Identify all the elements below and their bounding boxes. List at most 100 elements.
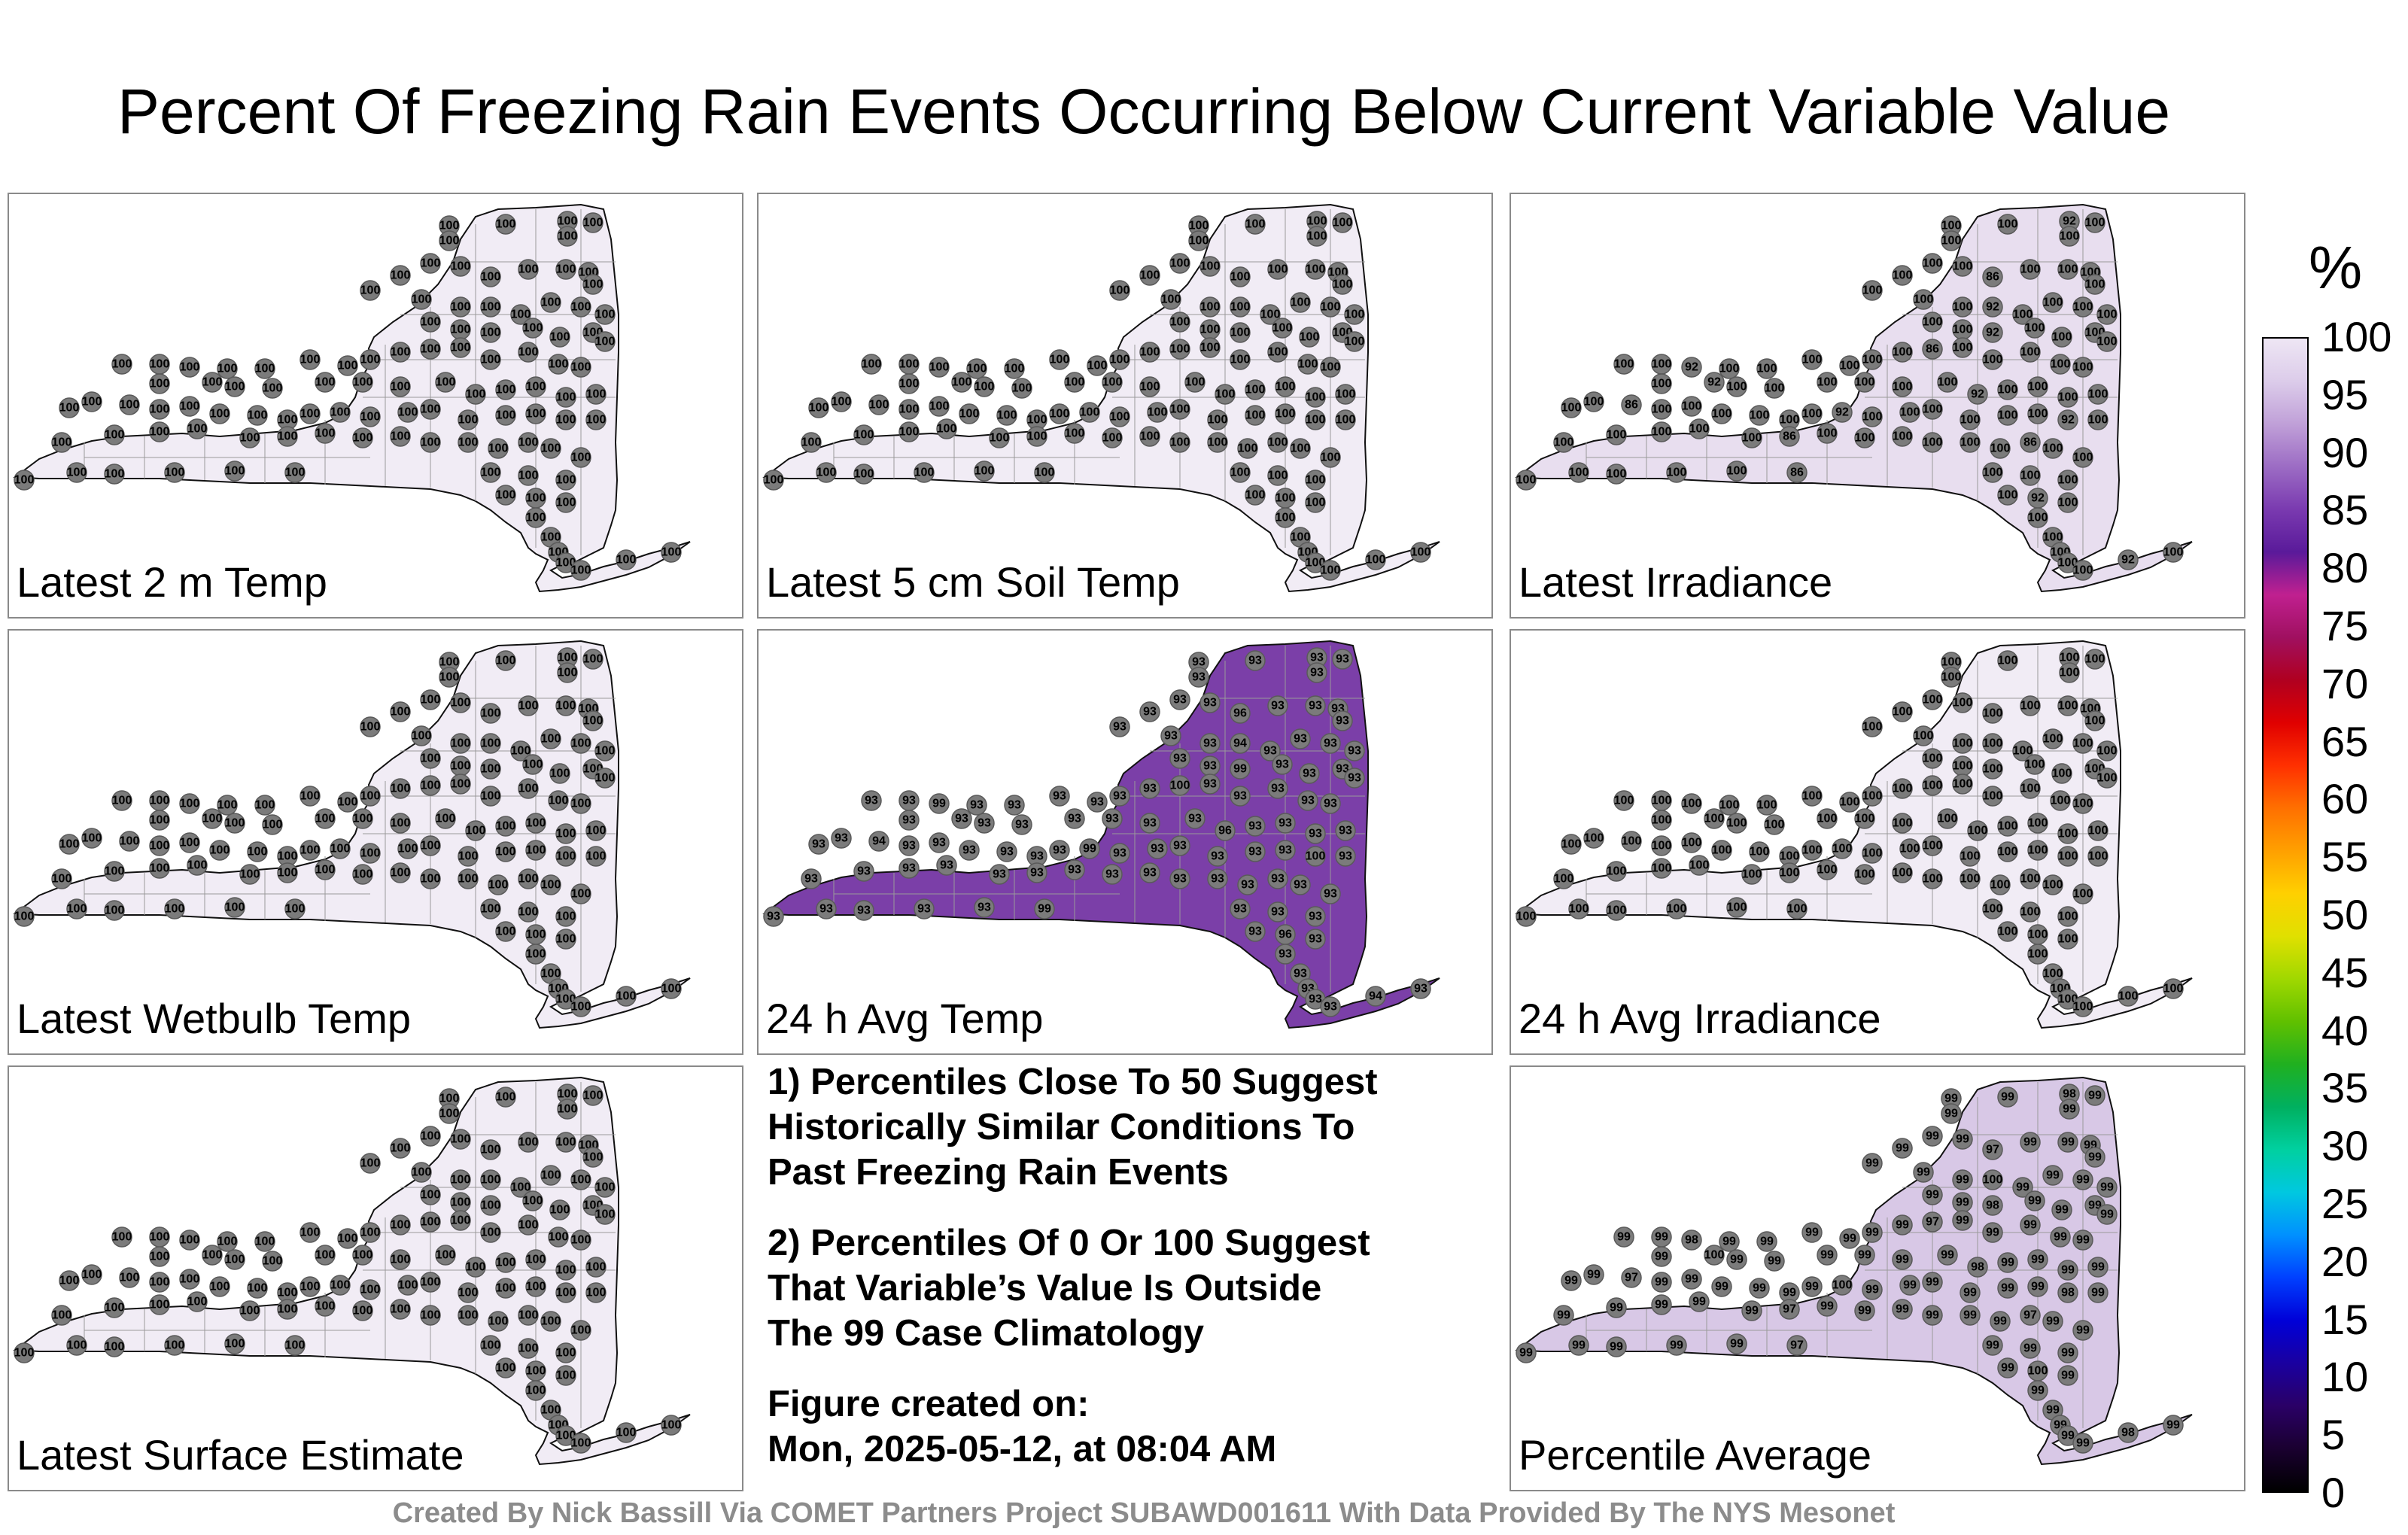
- station-value: 100: [1893, 783, 1913, 795]
- station-value: 100: [150, 1231, 170, 1244]
- station-value: 100: [458, 414, 479, 427]
- station-value: 100: [541, 879, 561, 892]
- station-marker: 100: [495, 379, 516, 400]
- station-value: 100: [360, 411, 381, 424]
- station-value: 100: [1035, 467, 1055, 479]
- station-value: 100: [2073, 737, 2093, 750]
- station-marker: 100: [104, 900, 125, 921]
- station-value: 100: [14, 1347, 35, 1360]
- station-value: 100: [1230, 271, 1251, 284]
- station-marker: 100: [284, 462, 306, 483]
- station-marker: 100: [59, 1270, 80, 1291]
- station-value: 100: [1998, 846, 2018, 859]
- colorbar-tick-label: 35: [2321, 1064, 2369, 1112]
- station-marker: 100: [1982, 758, 2003, 780]
- station-value: 100: [1306, 391, 1326, 404]
- station-value: 93: [917, 903, 931, 916]
- station-value: 93: [1303, 768, 1316, 780]
- station-marker: 100: [465, 820, 486, 841]
- map-panel-percentile-average: 99 99 99 98 99 99 99 99 99 99 97 99 99 99 99 99 99 100 99 9…: [1510, 1065, 2245, 1491]
- station-value: 100: [150, 426, 170, 439]
- station-marker: 100: [390, 1249, 411, 1270]
- station-value: 100: [1941, 220, 1962, 233]
- station-value: 100: [180, 1273, 200, 1286]
- station-value: 100: [541, 1169, 561, 1182]
- station-marker: 99: [2084, 1085, 2105, 1106]
- station-marker: 100: [1606, 861, 1627, 882]
- station-marker: 100: [898, 373, 920, 394]
- station-value: 100: [1189, 220, 1209, 233]
- station-value: 100: [1914, 730, 1934, 743]
- station-value: 100: [586, 1287, 607, 1299]
- station-value: 100: [1306, 497, 1326, 509]
- station-value: 100: [2020, 700, 2041, 713]
- station-marker: 100: [1997, 921, 2018, 942]
- station-value: 100: [2013, 745, 2033, 758]
- station-marker: 100: [1169, 253, 1190, 274]
- station-value: 100: [278, 867, 298, 880]
- station-marker: 93: [1267, 695, 1288, 716]
- station-marker: 100: [277, 426, 298, 447]
- station-marker: 100: [1260, 304, 1281, 325]
- station-marker: 100: [1332, 274, 1353, 295]
- station-marker: 93: [1199, 755, 1221, 777]
- station-value: 93: [1053, 790, 1066, 803]
- station-value: 100: [967, 363, 987, 375]
- station-marker: 99: [1892, 1138, 1913, 1159]
- station-marker: 99: [2072, 1433, 2093, 1454]
- station-marker: 100: [202, 808, 223, 829]
- station-marker: 100: [420, 748, 441, 769]
- station-value: 100: [1893, 867, 1913, 880]
- station-value: 100: [2020, 470, 2041, 482]
- station-value: 100: [1704, 1249, 1725, 1262]
- station-marker: 100: [1199, 256, 1221, 277]
- station-value: 100: [315, 1300, 336, 1313]
- station-value: 99: [1610, 1302, 1623, 1315]
- station-value: 100: [1719, 799, 1740, 812]
- station-marker: 100: [187, 418, 208, 439]
- station-marker: 100: [352, 372, 373, 393]
- station-value: 100: [899, 378, 920, 391]
- station-marker: 100: [284, 1335, 306, 1356]
- station-marker: 100: [1169, 312, 1190, 333]
- station-marker: 100: [59, 834, 80, 855]
- station-value: 100: [1561, 838, 1582, 851]
- station-value: 100: [451, 1214, 471, 1227]
- station-value: 100: [240, 432, 260, 445]
- station-value: 100: [1230, 327, 1251, 339]
- station-marker: 99: [2072, 1169, 2093, 1190]
- station-marker: 100: [1230, 462, 1251, 483]
- station-value: 100: [225, 1338, 245, 1351]
- station-value: 100: [2028, 817, 2048, 830]
- station-value: 100: [1208, 414, 1228, 427]
- station-value: 100: [1652, 840, 1672, 853]
- station-value: 100: [1923, 752, 1943, 765]
- station-value: 100: [2025, 322, 2045, 335]
- station-value: 100: [541, 531, 561, 544]
- station-value: 100: [571, 1234, 591, 1247]
- station-value: 100: [451, 778, 471, 791]
- station-value: 100: [391, 430, 411, 443]
- station-value: 100: [263, 1255, 283, 1268]
- station-marker: 100: [2057, 492, 2078, 513]
- station-value: 100: [1161, 293, 1181, 306]
- station-marker: 100: [2050, 790, 2071, 811]
- station-value: 98: [1971, 1261, 1984, 1274]
- station-value: 100: [2020, 873, 2041, 886]
- station-marker: 93: [1305, 906, 1326, 927]
- station-marker: 100: [1801, 786, 1823, 807]
- station-marker: 100: [81, 1264, 102, 1285]
- station-value: 100: [1268, 346, 1288, 359]
- station-marker: 100: [1169, 339, 1190, 360]
- station-marker: 100: [1553, 432, 1574, 453]
- station-marker: 100: [1606, 464, 1627, 485]
- station-marker: 99: [2057, 1342, 2078, 1363]
- station-value: 100: [1307, 215, 1327, 228]
- station-value: 100: [225, 817, 245, 830]
- colorbar-tick-label: 60: [2321, 775, 2369, 823]
- station-value: 93: [1271, 700, 1285, 713]
- station-marker: 99: [2096, 1204, 2118, 1225]
- station-marker: 100: [1064, 372, 1085, 393]
- station-marker: 96: [1230, 703, 1251, 724]
- station-marker: 100: [149, 790, 170, 811]
